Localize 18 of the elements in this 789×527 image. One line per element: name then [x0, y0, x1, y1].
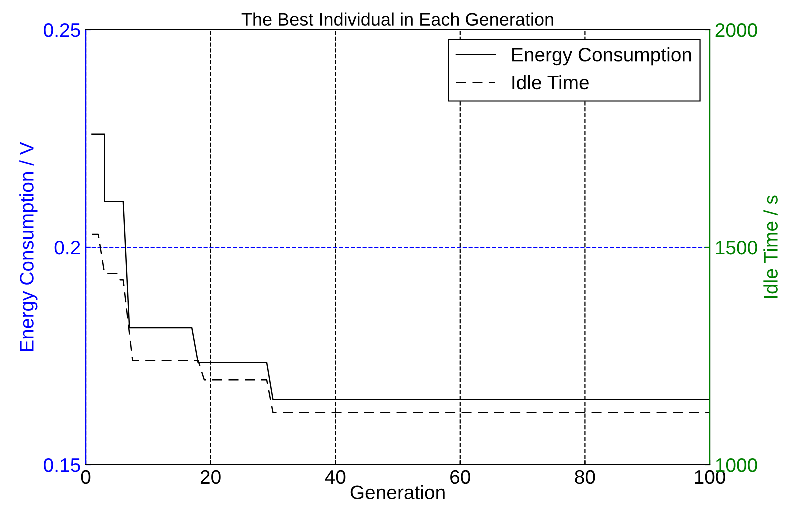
x-tick-label: 80: [575, 470, 596, 484]
x-tick-label: 20: [200, 470, 221, 484]
y2-tick-label: 1000: [716, 458, 758, 472]
x-tick-label: 60: [450, 470, 470, 484]
x-tick-label: 40: [325, 470, 346, 484]
x-tick-label: 0: [81, 470, 91, 484]
x-axis-title: Generation: [350, 485, 445, 500]
y2-tick-label: 2000: [716, 23, 758, 38]
y2-tick-label: 1500: [716, 240, 758, 255]
chart-title: The Best Individual in Each Generation: [242, 12, 554, 26]
legend-label: Idle Time: [512, 75, 589, 90]
y-tick-label: 0.2: [54, 240, 80, 255]
y2-axis-title: Idle Time / s: [764, 196, 778, 298]
y-axis-title: Energy Consumption / V: [20, 142, 38, 352]
legend-label: Energy Consumption: [512, 48, 692, 66]
x-tick-label: 100: [695, 470, 726, 484]
y-tick-label: 0.15: [44, 458, 80, 472]
y-tick-label: 0.25: [44, 23, 80, 38]
